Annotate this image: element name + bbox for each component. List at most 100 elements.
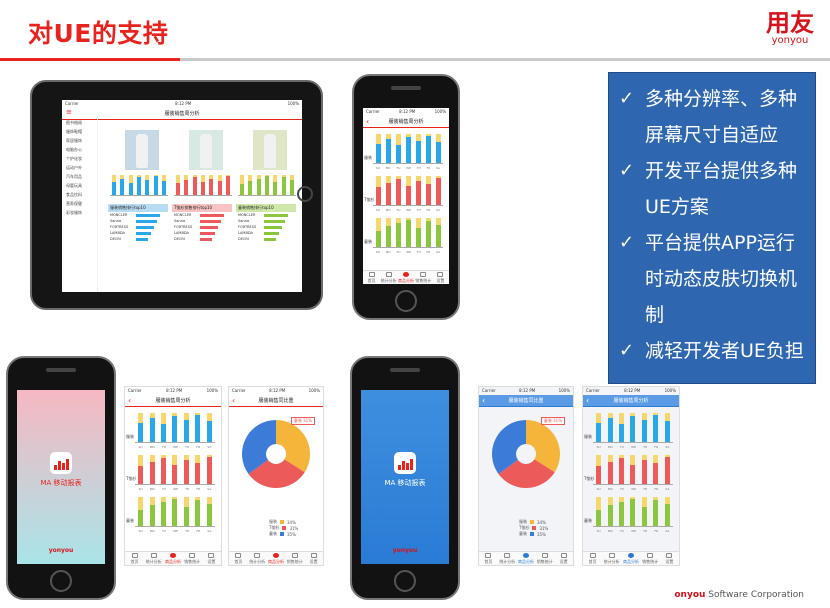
chart-bar <box>112 175 117 195</box>
chart-label: T恤衫 <box>364 197 375 202</box>
ipad-home-button[interactable] <box>297 186 313 202</box>
back-icon[interactable]: ‹ <box>232 396 236 405</box>
tab-item[interactable]: 商品分析 <box>397 271 414 284</box>
sidebar-item[interactable]: 营养保健 <box>66 200 82 206</box>
legend-item: T恤衫 31% <box>519 525 548 531</box>
mini-bar-chart: T恤衫 <box>126 453 215 485</box>
tab-item[interactable]: 统计分析 <box>498 552 516 565</box>
product-card[interactable] <box>238 130 302 170</box>
logo-cn: 用友 <box>766 9 814 37</box>
rank-row[interactable]: DECRI <box>172 236 232 242</box>
tab-label: 统计分析 <box>603 558 620 564</box>
rank-row[interactable]: Sanrio <box>108 218 168 224</box>
nav-title: 服装销售周分析 <box>613 398 649 404</box>
tab-icon <box>420 271 427 277</box>
product-card[interactable] <box>110 130 174 170</box>
tab-item[interactable]: 销售统计 <box>183 552 201 565</box>
rank-row[interactable]: Sanrio <box>236 218 296 224</box>
tab-item[interactable]: 统计分析 <box>380 271 397 284</box>
sidebar-item[interactable]: 家居服饰 <box>66 137 82 143</box>
tab-item[interactable]: 商品分析 <box>622 552 640 565</box>
legend-item: 服装 34% <box>519 519 548 525</box>
tab-item[interactable]: 设置 <box>660 552 678 565</box>
tab-item[interactable]: 销售统计 <box>536 552 554 565</box>
tab-item[interactable]: 商品分析 <box>517 552 535 565</box>
menu-icon[interactable]: ≡ <box>66 108 72 116</box>
day-tick: SU <box>138 487 143 491</box>
tab-item[interactable]: 设置 <box>202 552 220 565</box>
phone-screen: MA 移动报表 yonyou <box>361 390 449 564</box>
rank-row[interactable]: DECRI <box>108 236 168 242</box>
sidebar-item[interactable]: 彩妆服饰 <box>66 209 82 215</box>
day-tick: WE <box>173 445 179 449</box>
tab-item[interactable]: 首页 <box>584 552 602 565</box>
rank-row[interactable]: MONCLER <box>236 212 296 218</box>
phone-home-button[interactable] <box>50 570 72 592</box>
chart-bar <box>206 454 212 484</box>
pie-slice[interactable] <box>248 459 305 488</box>
rank-row[interactable]: FORTRESS <box>108 224 168 230</box>
feature-item: ✓ 多种分辨率、多种屏幕尺寸自适应 <box>619 81 807 153</box>
back-icon[interactable]: ‹ <box>366 117 370 126</box>
tab-item[interactable]: 销售统计 <box>415 271 432 284</box>
tab-item[interactable]: 统计分析 <box>603 552 621 565</box>
day-tick: MO <box>385 166 391 170</box>
tab-item[interactable]: 首页 <box>363 271 380 284</box>
tab-item[interactable]: 统计分析 <box>145 552 163 565</box>
rank-row[interactable]: Sanrio <box>172 218 232 224</box>
tab-item[interactable]: 商品分析 <box>164 552 182 565</box>
day-tick: SA <box>436 250 441 254</box>
day-tick: TU <box>161 487 166 491</box>
tab-item[interactable]: 首页 <box>229 552 247 565</box>
sidebar-item[interactable]: 母婴玩具 <box>66 182 82 188</box>
sidebar-item[interactable]: 个护化妆 <box>66 155 82 161</box>
brand-name: DECRI <box>110 237 121 241</box>
back-icon[interactable]: ‹ <box>586 396 590 405</box>
back-icon[interactable]: ‹ <box>482 396 486 405</box>
tab-item[interactable]: 设置 <box>432 271 449 284</box>
sidebar-item[interactable]: 服饰鞋帽 <box>66 128 82 134</box>
chart-bar <box>138 497 144 526</box>
tab-item[interactable]: 销售统计 <box>286 552 304 565</box>
tab-item[interactable]: 统计分析 <box>248 552 266 565</box>
product-card[interactable] <box>174 130 238 170</box>
sidebar-item[interactable]: 食品饮料 <box>66 191 82 197</box>
back-icon[interactable]: ‹ <box>128 396 132 405</box>
rank-row[interactable]: LAMBDA <box>236 230 296 236</box>
rank-row[interactable]: DECRI <box>236 236 296 242</box>
phone-home-button[interactable] <box>394 570 416 592</box>
day-tick: MO <box>385 208 391 212</box>
chart-bar <box>120 175 125 195</box>
day-tick: TU <box>619 487 624 491</box>
tab-item[interactable]: 设置 <box>305 552 323 565</box>
legend-label: T恤衫 <box>519 525 530 530</box>
chart-bar <box>653 412 659 442</box>
rank-row[interactable]: LAMBDA <box>172 230 232 236</box>
rank-row[interactable]: FORTRESS <box>172 224 232 230</box>
tab-item[interactable]: 商品分析 <box>267 552 285 565</box>
pie-slice[interactable] <box>276 420 310 473</box>
phone-home-button[interactable] <box>395 290 417 312</box>
rank-row[interactable]: MONCLER <box>172 212 232 218</box>
pie-slice[interactable] <box>242 420 276 474</box>
day-axis: SU MO TU WE TH FR SA <box>373 250 443 254</box>
tab-item[interactable]: 销售统计 <box>641 552 659 565</box>
pie-slice[interactable] <box>498 459 555 488</box>
pie-slice[interactable] <box>526 420 560 473</box>
chart-bar <box>289 175 294 195</box>
sidebar-item[interactable]: 图书借阅 <box>66 119 82 125</box>
tab-label: 销售统计 <box>184 558 201 564</box>
tab-item[interactable]: 首页 <box>479 552 497 565</box>
day-tick: FR <box>426 250 431 254</box>
rank-row[interactable]: FORTRESS <box>236 224 296 230</box>
tab-item[interactable]: 首页 <box>126 552 144 565</box>
tab-bar: 首页 统计分析 商品分析 销售统计 设置 <box>583 551 679 565</box>
sidebar-item[interactable]: 汽车用品 <box>66 173 82 179</box>
rank-row[interactable]: MONCLER <box>108 212 168 218</box>
legend-label: 服装 <box>519 519 527 524</box>
sidebar-item[interactable]: 电脑办公 <box>66 146 82 152</box>
sidebar-item[interactable]: 运动户外 <box>66 164 82 170</box>
pie-slice[interactable] <box>492 420 526 474</box>
rank-row[interactable]: LAMBDA <box>108 230 168 236</box>
tab-item[interactable]: 设置 <box>555 552 573 565</box>
